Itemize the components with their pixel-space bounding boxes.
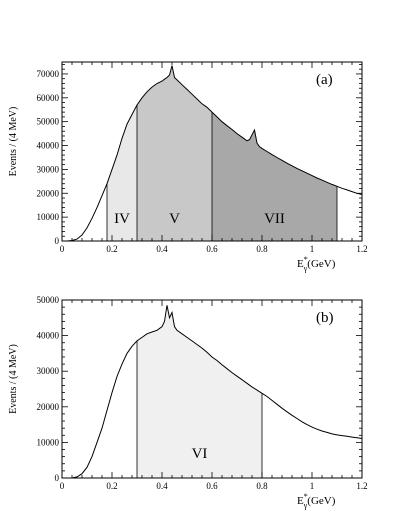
x-tick-label: 1 — [310, 481, 315, 491]
x-tick-label: 1 — [310, 244, 315, 254]
y-tick-label: 50000 — [37, 295, 60, 305]
histogram-line — [62, 305, 363, 479]
region-label-v: V — [169, 211, 180, 227]
panel-b: VI 0 0.2 0.4 0.6 0.8 1 1.2 0 10000 20000 30000 40000… — [8, 295, 368, 510]
x-axis-label: E* γ(GeV) — [297, 492, 336, 510]
y-tick-label: 40000 — [37, 331, 60, 341]
y-tick-label: 20000 — [37, 188, 60, 198]
x-tick-label: 1.2 — [356, 481, 367, 491]
y-tick-label: 20000 — [37, 402, 60, 412]
histogram-line — [62, 65, 363, 242]
x-tick-label: 0.2 — [106, 244, 117, 254]
x-tick-label: 0.6 — [206, 481, 218, 491]
y-tick-label: 10000 — [37, 212, 60, 222]
x-axis-label: E* γ(GeV) — [297, 255, 336, 273]
y-tick-label: 0 — [55, 236, 60, 246]
panel-a: IV V VII 0 0.2 0.4 0.6 0.8 1 1.2 0 10000 20000 30000 4… — [8, 61, 368, 273]
panel-label: (a) — [316, 72, 333, 88]
y-tick-label: 30000 — [37, 164, 60, 174]
region-fill-vii — [212, 112, 337, 241]
region-label-vi: VI — [192, 446, 208, 462]
region-fill-v — [137, 65, 212, 241]
y-tick-label: 10000 — [37, 437, 60, 447]
y-tick-label: 60000 — [37, 93, 60, 103]
x-tick-label: 1.2 — [356, 244, 367, 254]
y-tick-label: 0 — [55, 473, 60, 483]
y-tick-label: 40000 — [37, 141, 60, 151]
y-tick-label: 70000 — [37, 69, 60, 79]
x-tick-label: 0.8 — [256, 244, 268, 254]
region-label-iv: IV — [114, 211, 130, 227]
x-tick-label: 0 — [60, 481, 65, 491]
y-axis-label: Events / (4 MeV) — [8, 107, 19, 177]
x-tick-label: 0.2 — [106, 481, 117, 491]
region-fill-vi — [137, 305, 262, 478]
x-tick-label: 0.8 — [256, 481, 268, 491]
y-tick-label: 50000 — [37, 117, 60, 127]
region-fill-iv — [107, 105, 137, 241]
x-tick-label: 0.6 — [206, 244, 218, 254]
x-tick-label: 0.4 — [156, 244, 168, 254]
x-tick-label: 0.4 — [156, 481, 168, 491]
y-axis-label: Events / (4 MeV) — [8, 344, 19, 414]
panel-label: (b) — [316, 310, 334, 326]
region-label-vii: VII — [264, 211, 285, 227]
y-tick-label: 30000 — [37, 366, 60, 376]
x-tick-label: 0 — [60, 244, 65, 254]
